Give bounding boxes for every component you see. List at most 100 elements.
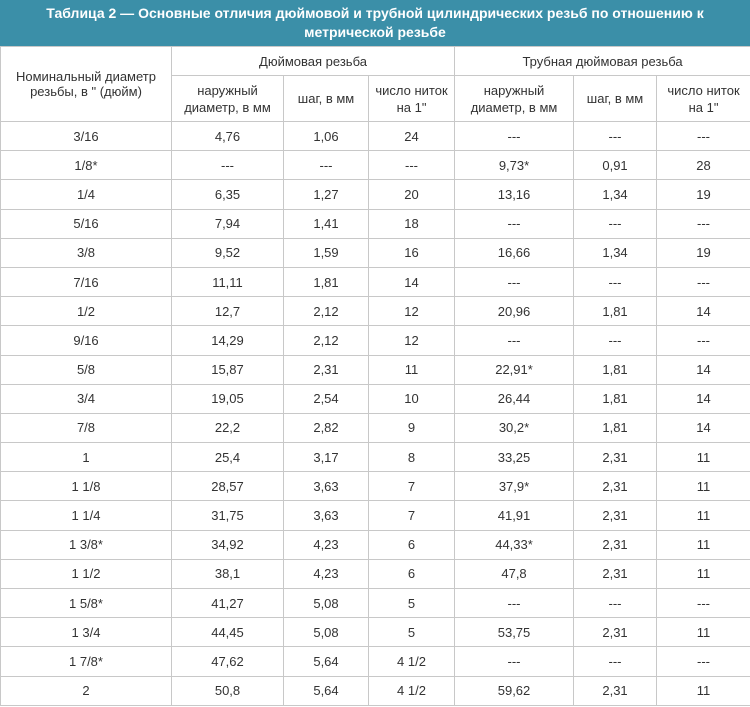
table-row: 1 1/4 31,75 3,63 7 41,91 2,31 11 [0, 500, 750, 531]
table-cell: 41,91 [454, 500, 575, 531]
table-cell: 14 [656, 383, 750, 414]
table-cell: 1,81 [573, 412, 658, 444]
header-cell: число ниток на 1" [367, 75, 456, 122]
table-cell: 2,82 [283, 412, 369, 444]
table-cell: --- [656, 208, 750, 239]
table-cell: 1/2 [0, 296, 172, 327]
header-cell: число ниток на 1" [656, 75, 750, 122]
table-cell: --- [656, 646, 750, 677]
table-row: 1 7/8* 47,62 5,64 4 1/2 --- --- --- [0, 646, 750, 677]
table-cell: 11,11 [171, 266, 284, 298]
table-row: 1/8* --- --- --- 9,73* 0,91 28 [0, 150, 750, 181]
table-cell: 7/8 [0, 412, 172, 444]
table-cell: 1,34 [573, 179, 658, 210]
table-cell: 19 [656, 237, 750, 268]
table-cell: 9/16 [0, 325, 172, 356]
table-cell: 6 [367, 529, 456, 560]
header-cell: Номинальный диаметр резьбы, в " (дюйм) [0, 46, 172, 122]
table-cell: --- [454, 325, 575, 356]
table-cell: 18 [367, 208, 456, 239]
table-cell: --- [454, 120, 575, 152]
table-cell: 5,64 [283, 646, 369, 677]
table-row: 1/2 12,7 2,12 12 20,96 1,81 14 [0, 296, 750, 327]
table-cell: 8 [367, 442, 456, 473]
table-cell: 9,52 [171, 237, 284, 268]
table-cell: --- [573, 325, 658, 356]
table-cell: 44,45 [171, 617, 284, 648]
table-cell: 0,91 [573, 150, 658, 181]
table-cell: 1 3/4 [0, 617, 172, 648]
table-cell: 26,44 [454, 383, 575, 414]
table-cell: 11 [656, 529, 750, 560]
table-cell: 31,75 [171, 500, 284, 531]
table-cell: 1 3/8* [0, 529, 172, 560]
table-row: 5/16 7,94 1,41 18 --- --- --- [0, 208, 750, 239]
table-cell: --- [454, 587, 575, 619]
table-cell: 5/8 [0, 354, 172, 385]
table-row: 2 50,8 5,64 4 1/2 59,62 2,31 11 [0, 675, 750, 706]
table-row: 7/8 22,2 2,82 9 30,2* 1,81 14 [0, 412, 750, 444]
table-cell: 22,91* [454, 354, 575, 385]
table-row: 5/8 15,87 2,31 11 22,91* 1,81 14 [0, 354, 750, 385]
table-cell: 1,06 [283, 120, 369, 152]
table-cell: 2,31 [573, 675, 658, 706]
table-cell: 2,31 [573, 442, 658, 473]
table-cell: 3,63 [283, 500, 369, 531]
table-cell: 11 [656, 675, 750, 706]
table-cell: 1,81 [573, 296, 658, 327]
table-cell: 2 [0, 675, 172, 706]
header-cell: Дюймовая резьба [170, 46, 456, 76]
table-cell: 11 [656, 471, 750, 502]
table-cell: --- [656, 325, 750, 356]
table-cell: --- [656, 587, 750, 619]
table-cell: 2,31 [573, 529, 658, 560]
table-cell: 22,2 [171, 412, 284, 444]
table-cell: 2,54 [283, 383, 369, 414]
table-cell: 1 1/2 [0, 558, 172, 590]
table-cell: 20 [367, 179, 456, 210]
table-cell: 14 [656, 354, 750, 385]
table-cell: 14,29 [171, 325, 284, 356]
table-cell: 6 [367, 558, 456, 590]
table-cell: 50,8 [171, 675, 284, 706]
title: Таблица 2 — Основные отличия дюймовой и … [0, 0, 750, 46]
table-cell: --- [283, 150, 369, 181]
table-row: 3/4 19,05 2,54 10 26,44 1,81 14 [0, 383, 750, 414]
table-cell: 3/16 [0, 120, 172, 152]
table-cell: 1 1/8 [0, 471, 172, 502]
table-cell: 6,35 [171, 179, 284, 210]
table-cell: 1 5/8* [0, 587, 172, 619]
table-row: 1 3/8* 34,92 4,23 6 44,33* 2,31 11 [0, 529, 750, 560]
table-cell: 1,81 [283, 266, 369, 298]
table-cell: 4 1/2 [367, 675, 456, 706]
table-cell: 4,23 [283, 558, 369, 590]
table-cell: 30,2* [454, 412, 575, 444]
table: Номинальный диаметр резьбы, в " (дюйм) Д… [0, 46, 750, 706]
table-cell: 38,1 [171, 558, 284, 590]
table-cell: --- [656, 266, 750, 298]
table-cell: --- [367, 150, 456, 181]
header-cell: шаг, в мм [573, 75, 658, 122]
table-cell: 1,34 [573, 237, 658, 268]
table-row: 3/16 4,76 1,06 24 --- --- --- [0, 120, 750, 152]
table-cell: 41,27 [171, 587, 284, 619]
table-cell: 11 [656, 617, 750, 648]
table-row: 3/8 9,52 1,59 16 16,66 1,34 19 [0, 237, 750, 268]
table-cell: 11 [656, 442, 750, 473]
table-cell: 3/4 [0, 383, 172, 414]
table-cell: 33,25 [454, 442, 575, 473]
table-cell: 4 1/2 [367, 646, 456, 677]
table-cell: 4,23 [283, 529, 369, 560]
table-cell: 9 [367, 412, 456, 444]
table-cell: 1,81 [573, 354, 658, 385]
table-cell: 7 [367, 471, 456, 502]
table-cell: 12 [367, 296, 456, 327]
table-cell: 5 [367, 617, 456, 648]
table-row: 1 5/8* 41,27 5,08 5 --- --- --- [0, 587, 750, 619]
table-cell: 2,31 [573, 558, 658, 590]
header-cell: Трубная дюймовая резьба [454, 46, 750, 76]
table-cell: 1,27 [283, 179, 369, 210]
table-cell: 28,57 [171, 471, 284, 502]
table-cell: 19,05 [171, 383, 284, 414]
